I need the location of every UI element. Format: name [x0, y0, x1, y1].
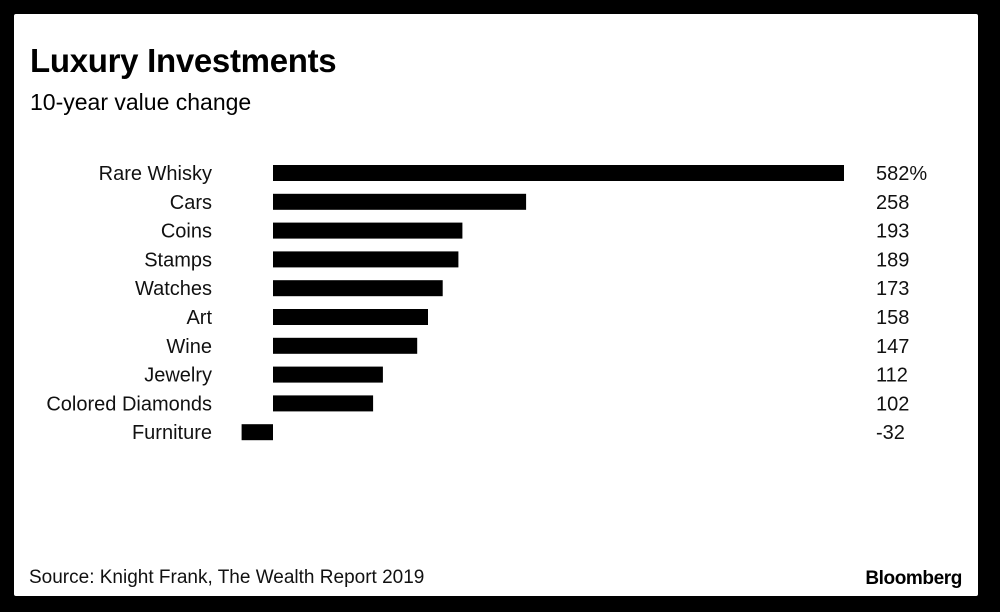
source-note: Source: Knight Frank, The Wealth Report … — [29, 567, 425, 588]
category-label-colored-diamonds: Colored Diamonds — [46, 393, 212, 415]
value-label-furniture: -32 — [876, 422, 905, 444]
value-label-jewelry: 112 — [876, 365, 908, 387]
bloomberg-logo: Bloomberg — [865, 568, 962, 589]
category-label-furniture: Furniture — [132, 422, 212, 444]
category-label-jewelry: Jewelry — [144, 365, 212, 387]
category-label-rare-whisky: Rare Whisky — [99, 163, 212, 185]
bar-art — [273, 309, 428, 325]
value-label-coins: 193 — [876, 221, 909, 243]
value-label-stamps: 189 — [876, 249, 909, 271]
bar-wine — [273, 337, 418, 354]
chart-subtitle: 10-year value change — [30, 89, 252, 115]
value-label-watches: 173 — [876, 278, 909, 300]
bar-colored-diamonds — [273, 395, 374, 412]
chart-title: Luxury Investments — [30, 42, 337, 79]
bar-cars — [273, 193, 527, 210]
bar-watches — [273, 280, 443, 297]
bar-jewelry — [273, 366, 383, 383]
category-label-wine: Wine — [166, 336, 212, 358]
category-label-cars: Cars — [170, 192, 212, 214]
category-label-watches: Watches — [135, 278, 212, 300]
bar-furniture — [241, 424, 273, 441]
value-label-art: 158 — [876, 307, 909, 329]
value-label-rare-whisky: 582% — [876, 163, 927, 185]
bar-coins — [273, 222, 463, 239]
bar-rare-whisky — [273, 165, 844, 181]
bar-stamps — [273, 251, 459, 268]
category-label-stamps: Stamps — [144, 249, 212, 271]
value-label-cars: 258 — [876, 192, 909, 214]
category-label-art: Art — [186, 307, 212, 329]
value-label-colored-diamonds: 102 — [876, 393, 909, 415]
chart-card: Luxury Investments 10-year value change … — [14, 14, 978, 596]
bar-chart: Rare Whisky 582% Cars 258 Coins 193 Stamps 189 W… — [46, 163, 927, 444]
value-label-wine: 147 — [876, 336, 909, 358]
category-label-coins: Coins — [161, 221, 212, 243]
